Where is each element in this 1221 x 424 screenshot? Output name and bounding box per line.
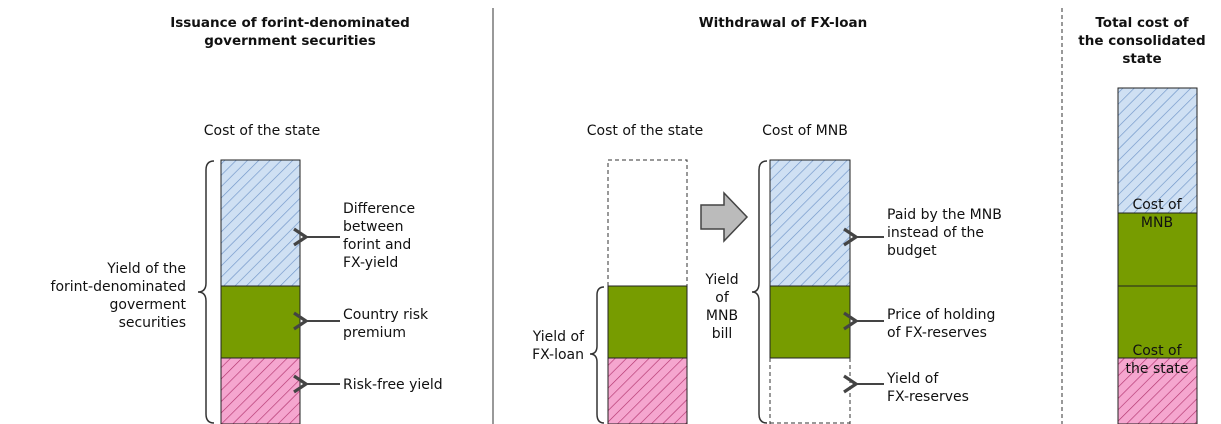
label: FX-reserves — [887, 389, 969, 405]
header: Cost of the state — [204, 123, 320, 139]
label: Yield of the — [106, 261, 186, 277]
label: Risk-free yield — [343, 377, 443, 393]
brace — [197, 160, 215, 424]
dashed-box — [769, 358, 851, 424]
segment — [220, 357, 301, 424]
label: MNB — [1141, 215, 1173, 231]
segment — [1117, 212, 1198, 287]
label: Cost of — [1132, 197, 1182, 213]
label: Cost of — [1132, 343, 1182, 359]
label: Yield — [704, 272, 738, 288]
title: state — [1122, 51, 1161, 67]
label: securities — [119, 315, 186, 331]
label: instead of the — [887, 225, 984, 241]
label: forint-denominated — [51, 279, 186, 295]
title: government securities — [204, 33, 376, 49]
segment — [607, 285, 688, 359]
segment — [1117, 285, 1198, 359]
title: the consolidated — [1078, 33, 1205, 49]
label: FX-loan — [532, 347, 584, 363]
segment — [769, 285, 851, 359]
label: goverment — [110, 297, 187, 313]
brace — [751, 160, 768, 424]
label: MNB — [706, 308, 738, 324]
title: Withdrawal of FX-loan — [699, 15, 868, 31]
segment — [220, 285, 301, 359]
label: of — [715, 290, 730, 306]
label: bill — [712, 326, 733, 342]
label: FX-yield — [343, 255, 398, 271]
label: budget — [887, 243, 937, 259]
label: forint and — [343, 237, 411, 253]
label: Difference — [343, 201, 415, 217]
title: Total cost of — [1095, 15, 1188, 31]
segment — [1117, 87, 1198, 214]
label: Yield of — [532, 329, 585, 345]
big-arrow — [700, 191, 749, 243]
header: Cost of the state — [587, 123, 703, 139]
label: the state — [1126, 361, 1189, 377]
segment — [769, 159, 851, 287]
label: Price of holding — [887, 307, 995, 323]
label: Yield of — [886, 371, 939, 387]
segment — [607, 357, 688, 424]
label: between — [343, 219, 404, 235]
label: Country risk — [343, 307, 429, 323]
label: of FX-reserves — [887, 325, 987, 341]
title: Issuance of forint-denominated — [170, 15, 410, 31]
header: Cost of MNB — [762, 123, 848, 139]
titles: Issuance of forint-denominated governmen… — [170, 15, 1206, 139]
segment — [1117, 357, 1198, 424]
label: premium — [343, 325, 406, 341]
label: Paid by the MNB — [887, 207, 1002, 223]
segment — [220, 159, 301, 287]
brace — [589, 286, 605, 424]
